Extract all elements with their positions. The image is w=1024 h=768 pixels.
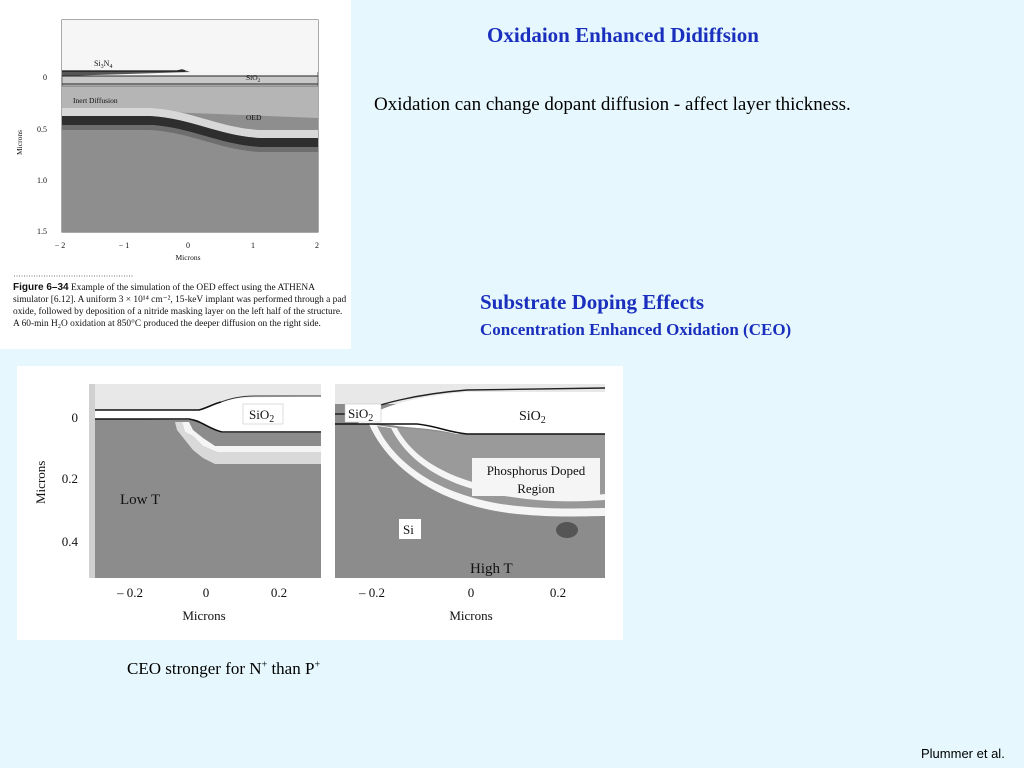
x-axis-label: Microns: [176, 253, 201, 262]
fig2-x-tick: 0.2: [271, 585, 287, 600]
fig2-y-tick: 0: [72, 410, 79, 425]
si3n4-label: Si3N4: [94, 59, 112, 70]
fig2-x-label-left: Microns: [182, 608, 225, 623]
figure-oed-plot: Si3N4 SiO2 Inert Diffusion OED 0 0.5 1.0…: [14, 19, 319, 277]
y-tick: 0.5: [37, 125, 47, 134]
y-tick: 1.5: [37, 227, 47, 236]
figure-ceo-simulation: SiO2 SiO2 SiO2 Phosphorus Doped Region: [17, 366, 623, 640]
right-oxide-bottom: [335, 423, 605, 435]
y-tick: 1.0: [37, 176, 47, 185]
ceo-note-sup2: +: [314, 659, 321, 671]
section-title: Substrate Doping Effects: [480, 290, 704, 314]
right-sio2-box-a: [344, 403, 382, 423]
left-edge: [89, 384, 95, 578]
ceo-note: CEO stronger for N+ than P+: [127, 659, 320, 679]
x-tick: − 1: [119, 241, 130, 250]
fig2-x-tick: 0: [203, 585, 210, 600]
fig2-y-label: Microns: [33, 461, 48, 504]
left-doped-band: [175, 422, 321, 464]
fig2-x-ticks-right: – 0.2 0 0.2: [358, 585, 566, 600]
slide-title: Oxidaion Enhanced Didiffsion: [487, 23, 759, 47]
sio2-label: SiO2: [246, 73, 261, 84]
fig2-x-ticks-left: – 0.2 0 0.2: [116, 585, 287, 600]
fig2-x-tick: 0.2: [550, 585, 566, 600]
low-t-panel: SiO2: [89, 384, 321, 578]
oed-label: OED: [246, 113, 262, 122]
section-subtitle: Concentration Enhanced Oxidation (CEO): [480, 320, 792, 339]
figure-ceo-plot: SiO2 SiO2 SiO2 Phosphorus Doped Region: [33, 384, 606, 623]
high-t-label: High T: [470, 561, 513, 577]
fig2-x-tick: – 0.2: [116, 585, 143, 600]
x-axis-ticks: − 2 − 1 0 1 2: [55, 241, 319, 250]
inert-diffusion-label: Inert Diffusion: [73, 96, 118, 105]
ceo-note-prefix: CEO stronger for N: [127, 659, 262, 678]
left-oxide-top: [89, 401, 222, 411]
figure-oed-simulation: Si3N4 SiO2 Inert Diffusion OED 0 0.5 1.0…: [0, 0, 351, 349]
light-band: [62, 108, 318, 138]
right-sio2-label-a: SiO2: [348, 406, 373, 424]
junction-band: [62, 116, 318, 147]
y-tick: 0: [43, 73, 47, 82]
figure-caption: Figure 6–34 Example of the simulation of…: [13, 282, 348, 330]
air-region: [62, 20, 318, 72]
fig2-x-tick: – 0.2: [358, 585, 385, 600]
phos-label-line2: Region: [517, 481, 555, 496]
x-tick: 0: [186, 241, 190, 250]
credit: Plummer et al.: [921, 746, 1005, 761]
lower-band: [62, 125, 318, 152]
dark-blob: [556, 522, 578, 538]
fig2-x-label-right: Microns: [449, 608, 492, 623]
si-label: Si: [403, 522, 414, 537]
y-axis-label: Microns: [15, 130, 24, 155]
ceo-note-sup1: +: [261, 659, 268, 671]
low-t-label: Low T: [120, 492, 160, 508]
x-tick: 1: [251, 241, 255, 250]
high-t-panel: SiO2 SiO2 Phosphorus Doped Region Si: [335, 384, 606, 578]
left-oxide-bottom: [89, 418, 321, 433]
caption-label: Figure 6–34: [13, 282, 69, 293]
fig2-y-tick: 0.4: [62, 534, 79, 549]
right-sio2-label-b: SiO2: [519, 409, 546, 426]
phos-label-box: [472, 458, 600, 496]
caption-text: Example of the simulation of the OED eff…: [13, 283, 347, 329]
fig2-y-tick: 0.2: [62, 471, 78, 486]
left-sio2-label: SiO2: [249, 407, 274, 425]
fig2-x-tick: 0: [468, 585, 475, 600]
x-tick: − 2: [55, 241, 66, 250]
intro-text: Oxidation can change dopant diffusion - …: [374, 94, 851, 115]
left-doped-band-light: [182, 422, 321, 452]
y-axis-ticks: 0 0.5 1.0 1.5: [37, 73, 47, 236]
phos-label-line1: Phosphorus Doped: [487, 463, 586, 478]
x-tick: 2: [315, 241, 319, 250]
left-sio2-box: [242, 403, 284, 425]
left-oxide-surface: [220, 395, 321, 403]
si-label-box: [399, 519, 421, 539]
nitride-layer: [62, 69, 190, 76]
right-arc-dark: [377, 426, 605, 509]
ceo-note-middle: than P: [267, 659, 315, 678]
fig2-y-ticks: 0 0.2 0.4: [62, 410, 79, 549]
